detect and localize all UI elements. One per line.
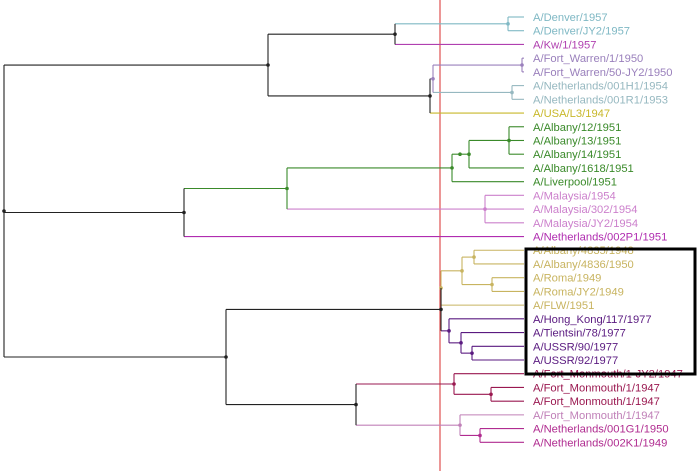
node-dot-24 [478, 433, 482, 438]
node-dot-8 [467, 152, 471, 156]
leaf-label-15: A/Malaysia/JY2/1954 [533, 218, 638, 230]
leaf-label-12: A/Liverpool/1951 [533, 177, 617, 189]
leaf-label-25: A/USSR/92/1977 [533, 355, 618, 367]
node-dot-25 [458, 423, 462, 427]
leaf-label-30: A/Netherlands/001G1/1950 [533, 424, 669, 436]
node-dot-19 [459, 341, 463, 345]
leaf-label-2: A/Kw/1/1957 [533, 39, 596, 51]
leaf-label-13: A/Malaysia/1954 [533, 190, 616, 202]
leaf-label-7: A/USA/L3/1947 [533, 108, 610, 120]
leaf-label-19: A/Roma/1949 [533, 273, 601, 285]
leaf-label-14: A/Malaysia/302/1954 [533, 204, 637, 216]
node-dot-1 [393, 32, 397, 36]
leaf-label-27: A/Fort_Monmouth/1/1947 [533, 382, 660, 394]
leaf-label-18: A/Albany/4836/1950 [533, 259, 634, 271]
node-dot-0 [506, 22, 510, 26]
leaf-label-23: A/Tientsin/78/1977 [533, 328, 626, 340]
leaf-label-24: A/USSR/90/1977 [533, 341, 618, 353]
node-dot-21 [439, 307, 443, 312]
leaf-label-31: A/Netherlands/002K1/1949 [533, 437, 667, 449]
node-dot-26 [354, 402, 358, 407]
node-dot-9 [458, 152, 462, 156]
node-dot-11 [483, 207, 487, 211]
leaf-label-1: A/Denver/JY2/1957 [533, 26, 630, 38]
leaf-label-28: A/Fort_Monmouth/1/1947 [533, 396, 660, 408]
leaf-label-3: A/Fort_Warren/1/1950 [533, 53, 643, 65]
node-dot-7 [507, 138, 511, 143]
leaf-label-9: A/Albany/13/1951 [533, 135, 621, 147]
leaf-label-22: A/Hong_Kong/117/1977 [533, 314, 652, 326]
node-dot-2 [520, 63, 524, 67]
leaf-label-0: A/Denver/1957 [533, 12, 608, 24]
leaf-label-8: A/Albany/12/1951 [533, 122, 621, 134]
leaf-label-20: A/Roma/JY2/1949 [533, 286, 624, 298]
node-dot-14 [472, 255, 476, 259]
node-dot-27 [224, 355, 228, 359]
node-dot-20 [447, 329, 451, 333]
node-dot-18 [470, 351, 474, 355]
node-dot-6 [266, 63, 270, 67]
leaf-label-5: A/Netherlands/001H1/1954 [533, 81, 668, 93]
node-dot-5 [428, 94, 432, 98]
leaf-label-16: A/Netherlands/002P1/1951 [533, 232, 667, 244]
leaf-label-6: A/Netherlands/001R1/1953 [533, 94, 668, 106]
leaf-label-17: A/Albany/4835/1948 [533, 245, 634, 257]
node-dot-12 [285, 186, 289, 191]
leaf-label-11: A/Albany/1618/1951 [533, 163, 634, 175]
node-dot-23 [452, 382, 456, 386]
node-dot-10 [450, 166, 454, 170]
node-dot-28 [2, 209, 6, 213]
node-dot-3 [510, 90, 514, 95]
node-dot-4 [431, 76, 435, 81]
leaf-label-10: A/Albany/14/1951 [533, 149, 621, 161]
node-dot-22 [489, 392, 493, 397]
leaf-label-4: A/Fort_Warren/50-JY2/1950 [533, 67, 673, 79]
highlight-box [524, 247, 697, 376]
node-dot-16 [460, 269, 464, 273]
leaf-label-29: A/Fort_Monmouth/1/1947 [533, 410, 660, 422]
node-dot-15 [490, 282, 494, 287]
node-dot-13 [182, 210, 186, 215]
leaf-label-21: A/FLW/1951 [533, 300, 594, 312]
